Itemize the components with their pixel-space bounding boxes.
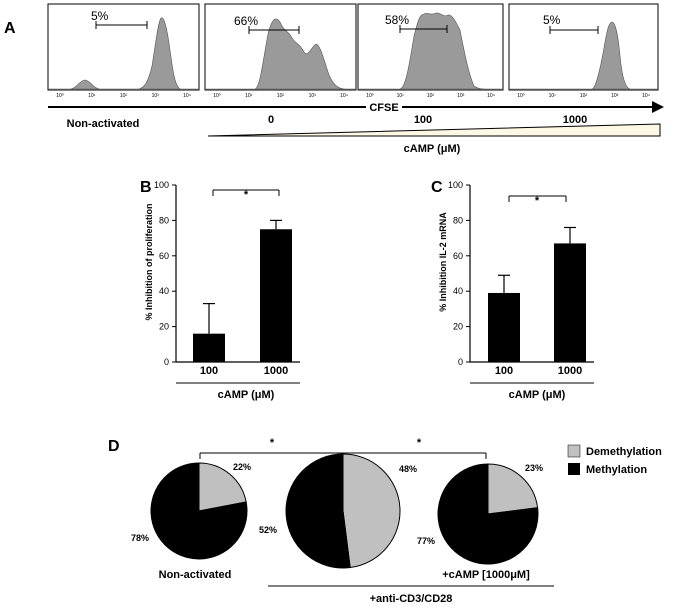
histogram-tick-label: 10⁰ [517,93,525,99]
histogram-tick-label: 10² [580,93,588,99]
anti-cd3-label: +anti-CD3/CD28 [370,593,453,605]
panel-c-xlabel: cAMP (μM) [509,389,566,401]
panel-b-ylabel: % Inhibition of proliferation [144,204,154,321]
pie-3-title: +cAMP [1000μM] [442,569,530,581]
pie-slice-demethylation [342,453,401,569]
pie-1-title: Non-activated [159,569,232,581]
bar [260,229,292,362]
panel-c-significance: * [535,195,540,207]
y-tick-label: 60 [159,251,169,261]
panel-b-significance: * [244,189,249,201]
pie-slice-methylation [285,453,351,569]
histogram-tick-label: 10³ [309,93,317,99]
pie-slice-demethylation [487,463,539,515]
panel-c-ylabel: % Inhibition IL-2 mRNA [438,212,448,312]
histogram-tick-label: 10⁴ [183,93,191,99]
chart-b: 0 20 40 60 80 100 100 1000 [154,180,300,377]
condition-label-non-activated: Non-activated [67,118,140,130]
pie-value-label: 22% [233,462,251,472]
histogram-tick-label: 10¹ [88,93,96,99]
bar [554,243,586,362]
y-tick-label: 20 [453,322,463,332]
y-tick-label: 20 [159,322,169,332]
pie-charts: 22% 78% 48% 52% 23% 77% [131,453,543,569]
gate-percent-non-activated: 5% [91,9,109,23]
histogram-tick-labels: 10⁰ 10¹ 10² 10³ 10⁴ 10⁰ 10¹ 10² 10³ 10⁴ 10⁰ 10¹ 10² 1… [56,93,650,99]
legend-swatch-methylation [568,463,580,475]
pie-value-label: 52% [259,525,277,535]
y-tick-label: 60 [453,251,463,261]
condition-label-100: 100 [414,114,432,126]
histogram-tick-label: 10¹ [245,93,253,99]
histogram-cAMP-0: 66% [204,3,357,91]
y-tick-label: 0 [164,357,169,367]
histogram-tick-label: 10³ [152,93,160,99]
camp-gradient-label: cAMP (μM) [404,143,461,155]
bar [488,292,520,362]
histogram-tick-label: 10² [427,93,435,99]
y-tick-label: 100 [154,180,169,190]
legend-label-methylation: Methylation [586,464,647,476]
histogram-tick-label: 10¹ [549,93,557,99]
y-tick-label: 100 [448,180,463,190]
pie-slice-methylation [437,463,539,565]
x-tick-label: 1000 [558,365,582,377]
pie-value-label: 48% [399,464,417,474]
condition-label-1000: 1000 [563,114,587,126]
gate-percent-cAMP-0: 66% [234,14,258,28]
gate-percent-cAMP-100: 58% [385,13,409,27]
pie-slice-methylation [150,462,248,560]
histogram-tick-label: 10⁴ [487,93,495,99]
histogram-tick-label: 10³ [611,93,619,99]
cfse-label: CFSE [369,102,398,114]
histogram-tick-label: 10¹ [397,93,405,99]
camp-gradient-wedge [207,123,661,137]
histogram-cAMP-1000: 5% [508,3,659,91]
legend-label-demethylation: Demethylation [586,446,662,458]
y-tick-label: 40 [159,286,169,296]
histogram-tick-label: 10³ [457,93,465,99]
panel-d-letter: D [108,438,120,455]
x-tick-label: 100 [200,365,218,377]
panel-b-letter: B [140,179,152,196]
pie-value-label: 78% [131,533,149,543]
pie-value-label: 77% [417,536,435,546]
x-tick-label: 100 [495,365,513,377]
histogram-tick-label: 10² [120,93,128,99]
pie-value-label: 23% [525,463,543,473]
panel-d-significance-1: * [270,437,275,449]
legend-swatch-demethylation [567,444,581,458]
histogram-non-activated: 5% [47,3,200,91]
histogram-tick-label: 10⁰ [56,93,64,99]
histogram-tick-label: 10² [277,93,285,99]
y-tick-label: 0 [458,357,463,367]
pie-legend: Demethylation Methylation [567,444,662,476]
x-tick-label: 1000 [264,365,288,377]
panel-b-xlabel: cAMP (μM) [218,389,275,401]
chart-c: 0 20 40 60 80 100 100 1000 [448,180,594,377]
y-tick-label: 40 [453,286,463,296]
panel-c-letter: C [431,179,443,196]
y-tick-label: 80 [453,215,463,225]
condition-label-0: 0 [268,114,274,126]
gate-percent-cAMP-1000: 5% [543,13,561,27]
histogram-cAMP-100: 58% [357,3,504,91]
panel-a-letter: A [4,20,16,37]
histogram-tick-label: 10⁴ [340,93,348,99]
bar [193,333,225,362]
panel-d-significance-2: * [417,437,422,449]
arrow-head-icon [652,101,664,113]
histogram-tick-label: 10⁰ [366,93,374,99]
histogram-tick-label: 10⁰ [213,93,221,99]
pie-slice-demethylation [198,462,247,512]
y-tick-label: 80 [159,215,169,225]
histogram-tick-label: 10⁴ [642,93,650,99]
